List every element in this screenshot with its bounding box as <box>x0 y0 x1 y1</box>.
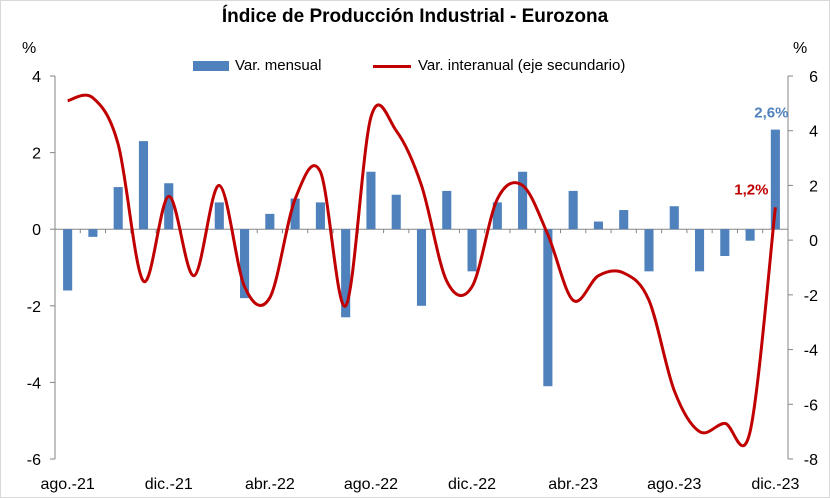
bar-monthly <box>518 171 528 230</box>
chart-title: Índice de Producción Industrial - Eurozo… <box>221 6 609 27</box>
legend-label-monthly: Var. mensual <box>235 57 322 74</box>
right-tick-label: 2 <box>809 178 818 195</box>
bar-monthly <box>467 229 477 272</box>
bar-monthly <box>720 229 730 257</box>
left-tick-label: 4 <box>32 69 41 86</box>
x-tick-label: ago.-22 <box>344 476 398 493</box>
x-tick-label: dic.-22 <box>448 476 496 493</box>
legend-swatch-bar <box>193 61 229 71</box>
bar-monthly <box>214 202 224 230</box>
bar-monthly <box>770 129 780 230</box>
bar-monthly <box>63 229 73 291</box>
annotation-monthly-last: 2,6% <box>754 105 788 122</box>
bar-monthly <box>164 183 174 230</box>
bar-monthly <box>366 171 376 230</box>
left-tick-label: -4 <box>27 375 41 392</box>
bar-monthly <box>568 190 578 230</box>
left-tick-label: -6 <box>27 452 41 469</box>
bar-monthly <box>88 229 98 237</box>
right-tick-label: -8 <box>804 452 818 469</box>
right-tick-label: 6 <box>809 69 818 86</box>
bar-monthly <box>492 202 502 230</box>
right-tick-label: -4 <box>804 343 818 360</box>
bar-monthly <box>416 229 427 306</box>
bar-monthly <box>240 229 250 299</box>
bar-monthly <box>265 213 275 230</box>
right-tick-label: -6 <box>804 397 818 414</box>
bar-monthly <box>113 187 123 230</box>
x-tick-label: dic.-23 <box>751 476 799 493</box>
x-tick-label: abr.-23 <box>548 476 598 493</box>
x-tick-label: abr.-22 <box>245 476 295 493</box>
bar-monthly <box>694 229 705 272</box>
right-tick-label: 4 <box>809 124 818 141</box>
right-tick-label: 0 <box>809 233 818 250</box>
bar-monthly <box>669 206 679 230</box>
annotation-yearly-last: 1,2% <box>734 181 768 198</box>
x-tick-label: ago.-23 <box>647 476 701 493</box>
bar-monthly <box>593 221 603 230</box>
bar-monthly <box>543 229 553 387</box>
left-tick-label: 0 <box>32 222 41 239</box>
right-axis-unit: % <box>793 40 808 57</box>
x-tick-label: dic.-21 <box>145 476 193 493</box>
legend-label-yearly: Var. interanual (eje secundario) <box>418 57 626 74</box>
bar-monthly <box>644 229 654 272</box>
bar-monthly <box>745 229 755 241</box>
bar-monthly <box>442 190 452 230</box>
bar-monthly <box>341 229 351 318</box>
left-tick-label: 2 <box>32 146 41 163</box>
left-axis-unit: % <box>22 40 37 57</box>
line-yearly <box>67 93 777 448</box>
left-tick-label: -2 <box>27 299 41 316</box>
bar-monthly <box>315 202 325 230</box>
bar-monthly <box>138 141 149 230</box>
right-tick-label: -2 <box>804 288 818 305</box>
bar-monthly <box>391 194 401 230</box>
x-tick-label: ago.-21 <box>41 476 95 493</box>
bar-monthly <box>290 198 300 230</box>
bar-monthly <box>619 210 629 230</box>
legend-swatch-line <box>373 65 411 68</box>
